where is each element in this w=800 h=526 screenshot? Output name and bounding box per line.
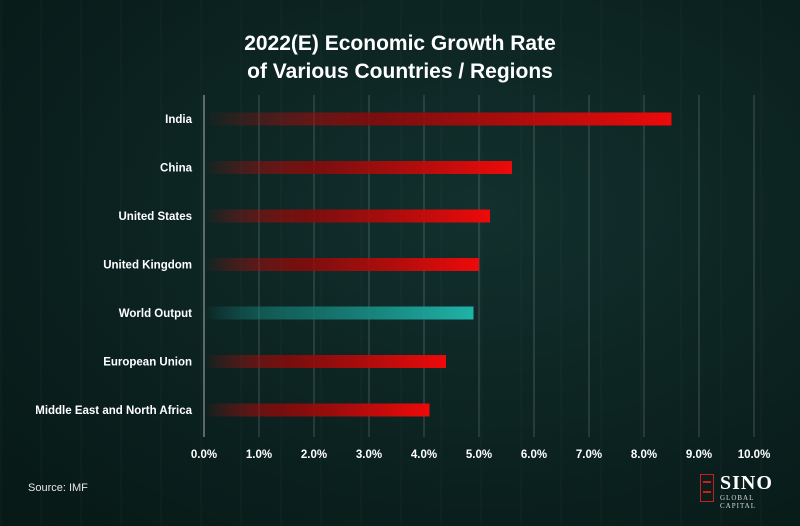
category-label: China: [160, 163, 193, 175]
source-note: Source: IMF: [28, 482, 88, 494]
bars: [204, 112, 672, 417]
category-label: United Kingdom: [103, 260, 192, 272]
x-tick-label: 7.0%: [576, 449, 602, 461]
x-tick-label: 0.0%: [191, 449, 217, 461]
bar: [204, 355, 446, 368]
x-tick-label: 2.0%: [301, 449, 327, 461]
logo-name: SINO: [720, 472, 773, 494]
chart-title-line-1: 2022(E) Economic Growth Rate: [244, 32, 556, 55]
logo-subtitle: GLOBAL CAPITAL: [720, 494, 756, 510]
chart-title-line-2: of Various Countries / Regions: [247, 60, 553, 83]
sino-logo: SINO GLOBAL CAPITAL: [700, 472, 790, 510]
bar: [204, 161, 512, 174]
x-axis-ticks: 0.0% 1.0% 2.0% 3.0% 4.0% 5.0% 6.0% 7.0% 8.0% 9.0%…: [191, 449, 770, 461]
bar: [204, 403, 430, 417]
category-label: Middle East and North Africa: [35, 405, 192, 417]
x-tick-label: 10.0%: [738, 449, 771, 461]
bar: [204, 306, 474, 320]
logo-mark-icon: [700, 474, 714, 502]
category-label: India: [165, 114, 192, 126]
category-labels: India China United States United Kingdom Wor…: [35, 114, 192, 417]
bar: [204, 258, 479, 271]
category-label: World Output: [119, 308, 192, 320]
bar: [204, 112, 672, 126]
x-tick-label: 9.0%: [686, 449, 712, 461]
x-tick-label: 4.0%: [411, 449, 437, 461]
category-label: United States: [119, 211, 193, 223]
category-label: European Union: [103, 357, 192, 369]
x-tick-label: 6.0%: [521, 449, 547, 461]
x-tick-label: 8.0%: [631, 449, 657, 461]
x-tick-label: 3.0%: [356, 449, 382, 461]
bar: [204, 209, 490, 223]
x-tick-label: 5.0%: [466, 449, 492, 461]
x-tick-label: 1.0%: [246, 449, 272, 461]
